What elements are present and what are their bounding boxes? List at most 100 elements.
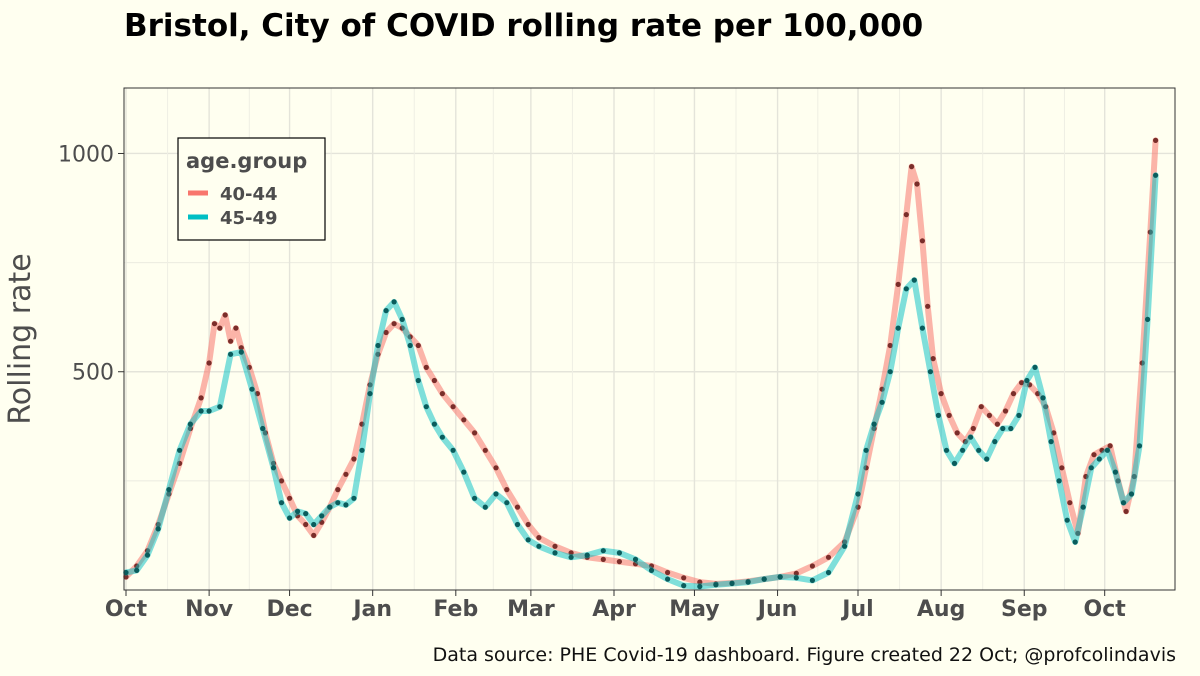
x-tick-label: Jul [840,597,873,622]
data-point [335,487,341,493]
data-point [887,342,893,349]
data-point [1072,539,1078,545]
data-point [1019,380,1025,386]
data-point [123,569,129,576]
data-point [198,395,204,401]
data-point [552,543,558,549]
data-point [228,351,234,357]
x-tick-label: Oct [105,597,148,622]
data-point [472,495,478,501]
data-point [665,569,671,576]
data-point [278,500,285,506]
data-point [287,495,293,501]
data-point [855,491,861,497]
data-point [809,577,816,584]
data-point [303,521,309,528]
x-tick-label: Jun [756,597,798,622]
data-point [482,504,488,510]
data-point [1128,491,1135,497]
data-point [713,582,719,588]
data-point [514,521,521,528]
data-point [155,526,161,532]
data-point [439,391,445,397]
data-point [1153,137,1159,143]
data-point [793,570,799,577]
data-point [383,308,389,314]
data-point [1016,412,1022,418]
y-tick-label: 1000 [58,142,114,167]
data-point [616,559,623,565]
data-point [729,580,735,587]
data-point [935,412,942,418]
data-point [954,430,960,436]
data-point [903,212,909,218]
data-point [439,434,445,440]
data-point [1123,508,1129,514]
data-point [238,345,244,351]
data-point [697,583,703,590]
data-point [1059,465,1065,471]
data-point [1080,504,1086,510]
data-point [777,574,783,580]
data-point [222,312,228,318]
data-point [431,421,437,427]
data-point [1032,364,1038,370]
data-point [925,303,931,309]
data-point [665,576,671,582]
data-point [351,456,357,462]
data-point [1120,500,1127,506]
data-point [951,460,958,466]
data-point [879,399,885,405]
data-point [1064,517,1070,523]
data-point [134,567,140,574]
data-point [1107,443,1113,449]
data-point [525,521,531,528]
data-point [423,364,429,370]
data-point [1000,425,1006,432]
data-point [383,329,389,336]
x-tick-label: Apr [592,597,636,622]
data-point [968,434,974,440]
data-point [842,543,848,549]
data-point [238,349,244,355]
data-point [233,325,239,331]
plot-border [123,87,1176,591]
data-point [295,508,301,514]
data-point [909,164,915,170]
data-point [825,569,832,576]
data-point [809,563,816,569]
data-point [415,342,421,349]
data-point [144,552,151,558]
data-point [228,338,234,344]
data-point [303,510,309,517]
data-point [895,325,901,331]
data-point [461,469,467,475]
data-point [123,574,129,580]
data-point [278,478,285,484]
data-point [260,425,266,432]
data-point [367,391,373,397]
data-point [919,325,926,331]
data-point [311,532,317,539]
data-point [761,576,767,582]
data-point [536,543,542,549]
chart-title: Bristol, City of COVID rolling rate per … [124,8,924,44]
data-point [960,447,966,453]
data-point [887,369,893,375]
data-point [482,447,488,453]
data-point [600,556,606,563]
x-tick-label: Mar [507,597,555,622]
data-point [1088,465,1094,471]
data-point [919,238,926,244]
data-point [863,447,869,453]
data-point [616,550,623,556]
data-point [206,408,212,414]
data-point [493,491,499,497]
data-point [871,421,877,427]
data-point [1153,172,1159,178]
data-point [970,425,976,432]
data-point [568,554,574,560]
data-point [745,579,751,585]
x-tick-label: Dec [266,597,312,622]
data-point [1104,447,1110,453]
